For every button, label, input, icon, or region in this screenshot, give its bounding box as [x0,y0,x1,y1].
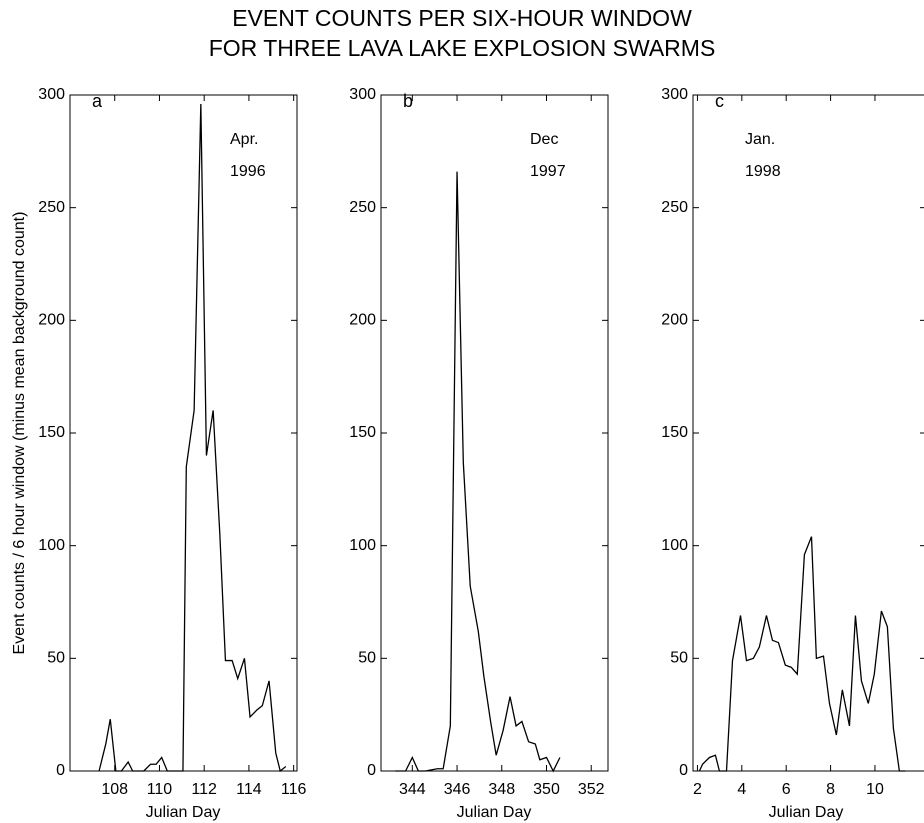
annotation: Dec [530,131,558,148]
y-tick-label: 300 [38,86,65,103]
y-tick-label: 100 [661,537,688,554]
x-tick-label: 344 [399,781,426,798]
annotation: 1997 [530,163,566,180]
x-tick-label: 346 [444,781,471,798]
panel-label: b [403,91,413,111]
plot-frame [380,94,609,772]
x-tick-label: 114 [236,781,262,798]
y-tick-label: 200 [661,312,688,329]
y-tick-label: 150 [38,424,65,441]
data-line [98,103,287,773]
x-tick-label: 10 [866,781,884,798]
x-tick-label: 116 [281,781,307,798]
chart-title: FOR THREE LAVA LAKE EXPLOSION SWARMS [209,35,716,61]
y-tick-label: 150 [661,424,688,441]
y-tick-label: 100 [349,537,376,554]
y-tick-label: 0 [679,762,688,779]
x-tick-label: 6 [782,781,791,798]
x-tick-label: 348 [488,781,515,798]
y-tick-label: 250 [661,199,688,216]
panel-label: c [715,91,724,111]
y-tick-label: 0 [367,762,376,779]
y-tick-label: 300 [349,86,376,103]
x-tick-label: 8 [826,781,835,798]
x-tick-label: 112 [191,781,217,798]
x-tick-label: 2 [693,781,702,798]
y-tick-label: 50 [47,650,65,667]
x-tick-label: 350 [533,781,560,798]
y-tick-label: 300 [661,86,688,103]
panel-label: a [92,91,103,111]
x-tick-label: 110 [147,781,173,798]
y-tick-label: 200 [349,312,376,329]
data-line [698,536,906,772]
chart-title: EVENT COUNTS PER SIX-HOUR WINDOW [232,5,692,31]
y-axis-label: Event counts / 6 hour window (minus mean… [11,212,28,655]
data-line [395,171,561,773]
annotation: Apr. [230,131,258,148]
y-tick-label: 200 [38,312,65,329]
x-tick-label: 4 [737,781,746,798]
y-tick-label: 250 [349,199,376,216]
x-axis-label: Julian Day [146,804,221,821]
y-tick-label: 0 [56,762,65,779]
y-tick-label: 50 [358,650,376,667]
x-axis-label: Julian Day [457,804,532,821]
annotation: 1998 [745,163,781,180]
x-tick-label: 108 [101,781,128,798]
y-tick-label: 100 [38,537,65,554]
x-tick-label: 352 [578,781,605,798]
x-axis-label: Julian Day [769,804,844,821]
y-tick-label: 150 [349,424,376,441]
y-tick-label: 250 [38,199,65,216]
annotation: 1996 [230,163,266,180]
annotation: Jan. [745,131,775,148]
y-tick-label: 50 [670,650,688,667]
